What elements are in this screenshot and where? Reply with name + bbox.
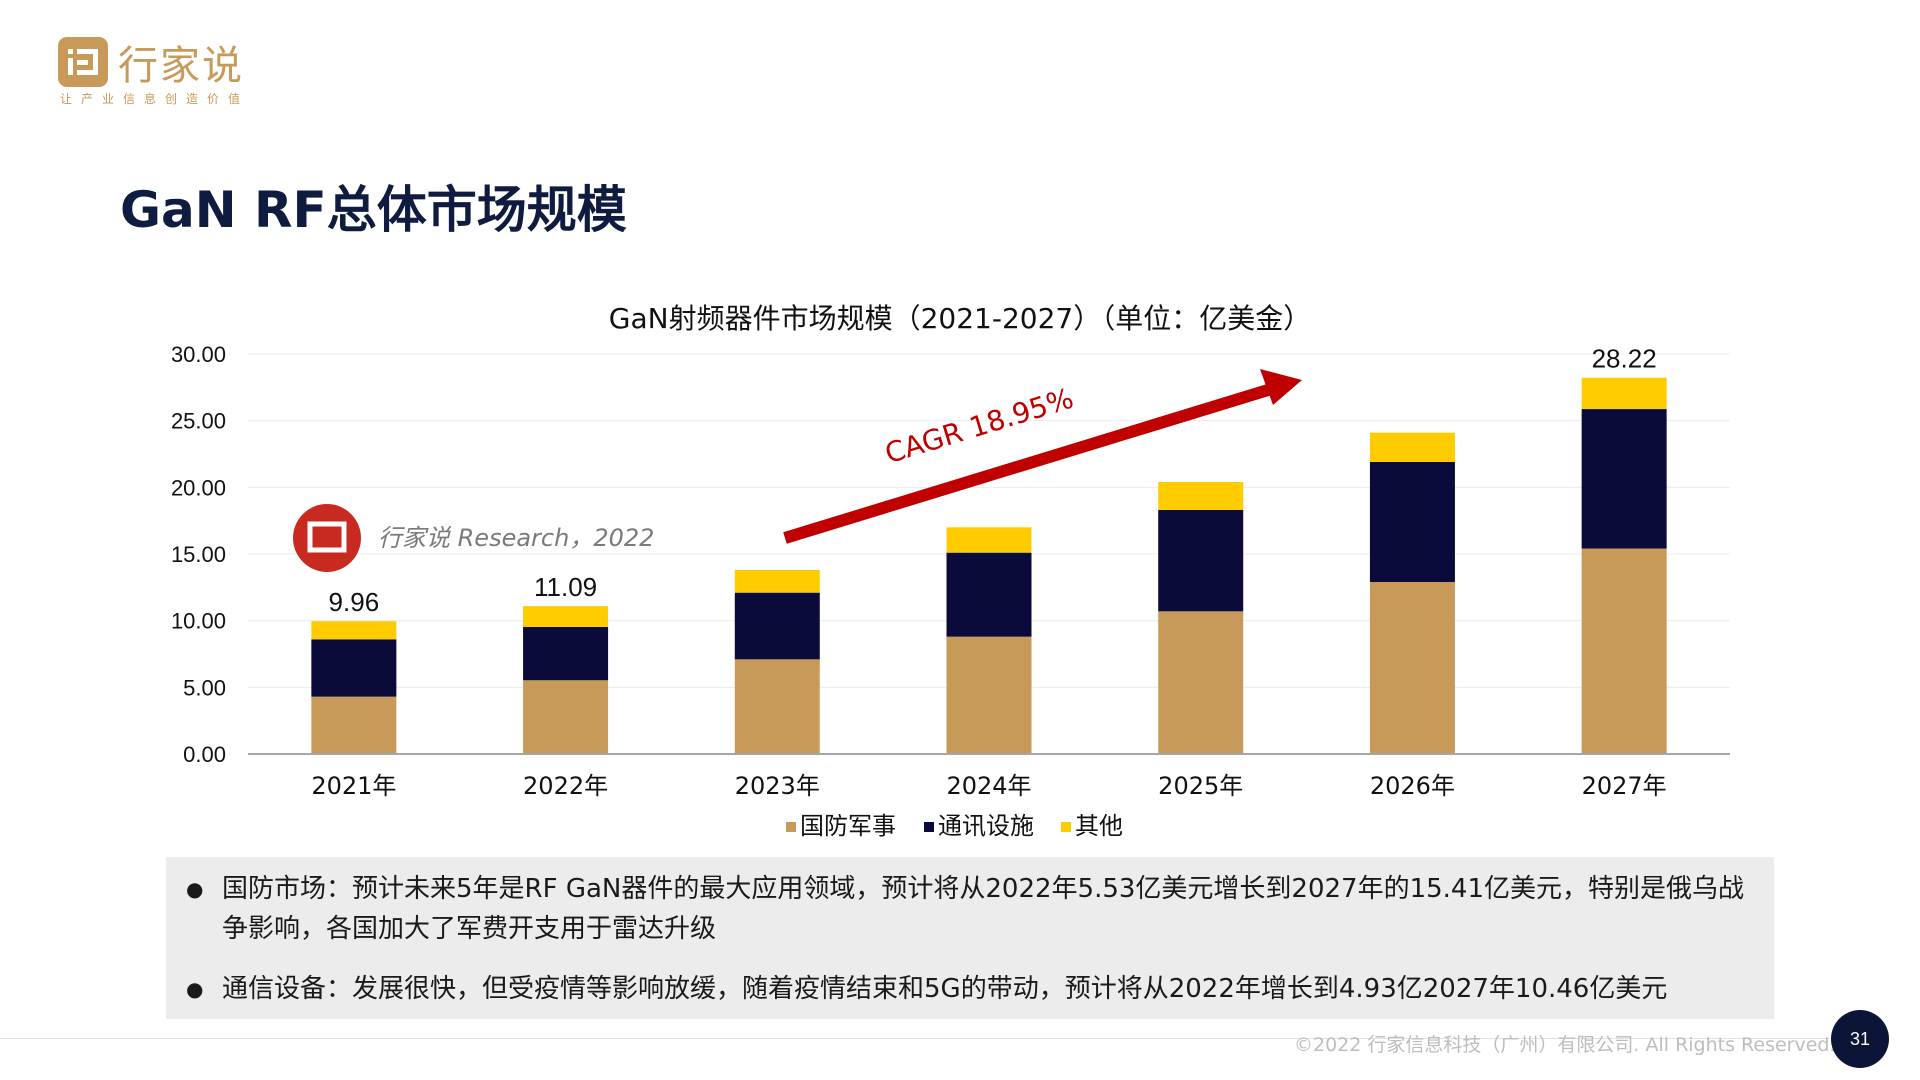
bullet-text: 国防市场：预计未来5年是RF GaN器件的最大应用领域，预计将从2022年5.5… <box>222 874 1745 944</box>
footer-divider <box>0 1038 1830 1039</box>
bullet-dot-icon: ● <box>186 877 204 901</box>
bar-segment-0 <box>523 680 609 754</box>
bar-segment-1 <box>523 626 609 681</box>
copyright: ©2022 行家信息科技（广州）有限公司. All Rights Reserve… <box>1294 1034 1836 1056</box>
cagr-arrow-head <box>1260 369 1302 405</box>
data-label: 28.22 <box>1592 344 1657 374</box>
bar-segment-0 <box>311 696 397 754</box>
legend-swatch <box>924 822 934 832</box>
y-tick-label: 10.00 <box>171 609 226 634</box>
watermark-logo-glyph <box>307 521 347 553</box>
watermark: 行家说 Research，2022 <box>293 504 654 572</box>
x-tick-label: 2026年 <box>1370 772 1455 800</box>
bar-segment-2 <box>523 606 609 627</box>
bullet-text: 通信设备：发展很快，但受疫情等影响放缓，随着疫情结束和5G的带动，预计将从202… <box>222 974 1668 1004</box>
x-tick-label: 2024年 <box>946 772 1031 800</box>
bar-segment-1 <box>1369 462 1455 582</box>
bullet-notes: ● 国防市场：预计未来5年是RF GaN器件的最大应用领域，预计将从2022年5… <box>166 857 1774 1019</box>
bar-segment-0 <box>1369 582 1455 754</box>
watermark-logo-icon <box>293 504 361 572</box>
bar-segment-1 <box>1158 510 1244 612</box>
y-tick-label: 30.00 <box>171 342 226 367</box>
stacked-bar-chart: GaN射频器件市场规模（2021-2027）（单位：亿美金） 0.00 5.00 1… <box>171 302 1730 840</box>
data-label: 9.96 <box>329 587 380 617</box>
legend-label: 其他 <box>1075 812 1123 840</box>
bar-segment-2 <box>311 621 397 640</box>
legend-swatch <box>786 822 796 832</box>
y-tick-label: 20.00 <box>171 475 226 500</box>
x-tick-label: 2022年 <box>523 772 608 800</box>
bar-segment-0 <box>1581 548 1667 754</box>
logo-mark-icon <box>58 37 108 87</box>
logo: 行家说 <box>58 33 244 91</box>
y-tick-label: 0.00 <box>183 742 226 767</box>
logo-name: 行家说 <box>118 43 244 89</box>
bullet-dot-icon: ● <box>186 977 204 1001</box>
bar-segment-0 <box>1158 611 1244 754</box>
bar-segment-2 <box>946 527 1032 553</box>
bullet-item: ● 通信设备：发展很快，但受疫情等影响放缓，随着疫情结束和5G的带动，预计将从2… <box>186 969 1758 1009</box>
data-label: 11.09 <box>534 572 597 602</box>
bullet-item: ● 国防市场：预计未来5年是RF GaN器件的最大应用领域，预计将从2022年5… <box>186 869 1758 949</box>
bar-segment-1 <box>946 552 1032 637</box>
legend-swatch <box>1061 822 1071 832</box>
watermark-text: 行家说 Research，2022 <box>378 524 654 552</box>
x-tick-label: 2023年 <box>735 772 820 800</box>
y-axis-ticks: 0.00 5.00 10.00 15.00 20.00 25.00 30.00 <box>171 342 226 767</box>
page-number: 31 <box>1831 1010 1889 1068</box>
y-tick-label: 15.00 <box>171 542 226 567</box>
bar-segment-2 <box>1369 432 1455 462</box>
x-tick-label: 2021年 <box>311 772 396 800</box>
bar-segment-0 <box>946 636 1032 754</box>
chart-legend: 国防军事 通讯设施 其他 <box>786 812 1123 840</box>
bar-segment-2 <box>1158 482 1244 510</box>
chart-bars <box>311 377 1667 754</box>
logo-tagline: 让产业信息创造价值 <box>60 92 250 106</box>
bar-segment-1 <box>1581 409 1667 549</box>
chart-title: GaN射频器件市场规模（2021-2027）（单位：亿美金） <box>609 302 1311 335</box>
bar-segment-2 <box>1581 377 1667 410</box>
bar-segment-1 <box>734 592 820 660</box>
x-tick-label: 2027年 <box>1582 772 1667 800</box>
page-title: GaN RF总体市场规模 <box>120 181 627 239</box>
legend-label: 国防军事 <box>800 812 896 840</box>
y-tick-label: 5.00 <box>183 675 226 700</box>
x-axis-ticks: 2021年 2022年 2023年 2024年 2025年 2026年 2027年 <box>311 772 1666 800</box>
legend-label: 通讯设施 <box>938 812 1034 840</box>
data-labels: 9.96 11.09 28.22 <box>329 344 1657 617</box>
x-tick-label: 2025年 <box>1158 772 1243 800</box>
y-tick-label: 25.00 <box>171 409 226 434</box>
bar-segment-1 <box>311 639 397 697</box>
cagr-arrow-shaft <box>783 384 1270 544</box>
bar-segment-2 <box>734 570 820 593</box>
bar-segment-0 <box>734 659 820 754</box>
